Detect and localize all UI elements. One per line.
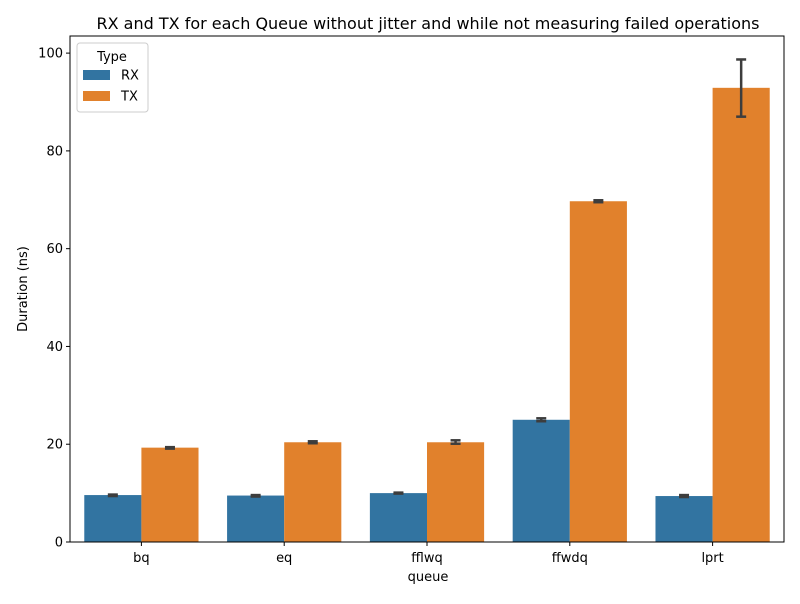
legend-swatch-rx	[83, 70, 110, 80]
errorbar-tx-bq	[164, 445, 175, 450]
y-tick-label: 100	[38, 47, 63, 62]
errorbar-rx-fflwq	[393, 491, 404, 495]
errorbar-tx-lprt	[736, 58, 747, 118]
legend-swatch-tx	[83, 91, 110, 101]
y-tick-label: 20	[46, 438, 63, 453]
errorbar-tx-ffwdq	[593, 199, 604, 204]
chart-title: RX and TX for each Queue without jitter …	[97, 14, 760, 33]
y-tick-label: 60	[46, 242, 63, 257]
y-axis-label: Duration (ns)	[16, 246, 31, 332]
errorbar-rx-lprt	[679, 493, 690, 499]
legend: Type RX TX	[76, 42, 149, 113]
x-tick-label-lprt: lprt	[701, 551, 723, 566]
legend-label-rx: RX	[121, 69, 139, 84]
y-tick-label: 80	[46, 144, 63, 159]
bar-tx-fflwq	[427, 442, 485, 542]
bar-rx-ffwdq	[512, 419, 570, 542]
bar-tx-lprt	[712, 87, 770, 543]
errorbar-rx-bq	[107, 493, 118, 498]
errorbar-rx-ffwdq	[536, 417, 547, 423]
y-tick-label: 0	[55, 536, 63, 551]
bar-tx-bq	[141, 447, 199, 542]
bar-tx-ffwdq	[569, 201, 627, 542]
y-axis: 0 20 40 60 80 100	[38, 47, 70, 551]
x-axis-label: queue	[408, 570, 449, 585]
x-tick-label-ffwdq: ffwdq	[552, 551, 588, 566]
bar-tx-eq	[284, 442, 342, 542]
errorbar-tx-fflwq	[450, 439, 461, 445]
x-axis: bq eq fflwq ffwdq lprt	[133, 542, 724, 566]
bar-rx-fflwq	[369, 493, 427, 542]
legend-label-tx: TX	[120, 90, 138, 105]
bar-rx-lprt	[655, 496, 713, 542]
y-tick-label: 40	[46, 340, 63, 355]
errorbars-layer	[107, 58, 747, 499]
legend-items: RX TX	[83, 69, 139, 105]
x-tick-label-fflwq: fflwq	[411, 551, 442, 566]
errorbar-rx-eq	[250, 493, 261, 498]
x-tick-label-eq: eq	[276, 551, 292, 566]
legend-title: Type	[96, 50, 127, 65]
bar-rx-bq	[84, 495, 142, 542]
x-tick-label-bq: bq	[133, 551, 150, 566]
errorbar-tx-eq	[307, 440, 318, 445]
bars-layer	[84, 87, 770, 543]
bar-rx-eq	[227, 495, 285, 542]
